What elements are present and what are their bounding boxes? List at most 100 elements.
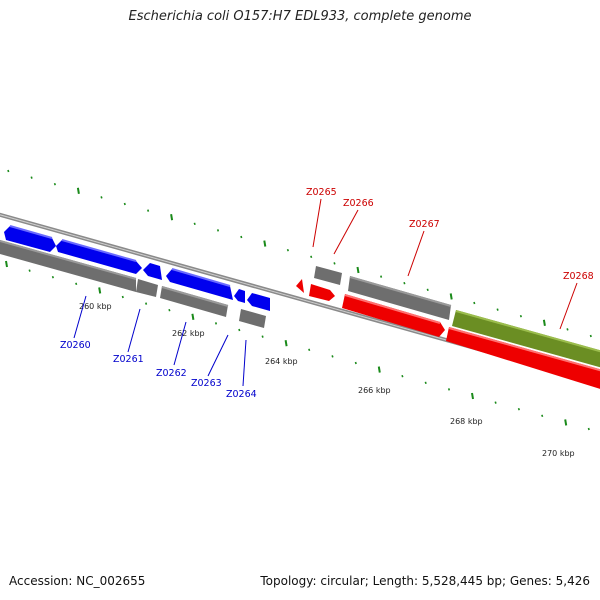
gene-highlight xyxy=(344,294,441,324)
rna-highlight xyxy=(455,310,600,353)
gene-z0262-forward[interactable] xyxy=(56,240,142,274)
cds-z0260[interactable] xyxy=(0,240,136,292)
label-z0260[interactable]: Z0260 xyxy=(60,340,91,351)
minor-tick xyxy=(193,222,196,226)
minor-tick xyxy=(541,414,544,418)
accession-text: Accession: NC_002655 xyxy=(9,574,146,588)
minor-tick xyxy=(566,328,569,331)
cds-highlight xyxy=(0,240,137,280)
label-z0262[interactable]: Z0262 xyxy=(156,368,187,379)
cds-z0266[interactable] xyxy=(348,276,451,320)
forward-gene-track xyxy=(4,225,270,311)
minor-tick xyxy=(240,235,243,239)
major-tick xyxy=(5,260,8,268)
tick-label-260: 260 kbp xyxy=(79,302,112,311)
cds-z0262[interactable] xyxy=(160,286,228,317)
label-z0264[interactable]: Z0264 xyxy=(226,389,257,400)
gene-z0268-reverse[interactable] xyxy=(446,327,600,392)
map-title: Escherichia coli O157:H7 EDL933, complet… xyxy=(128,9,472,24)
major-tick xyxy=(191,313,195,320)
leader-z0268 xyxy=(559,282,578,330)
gene-z0264b-forward[interactable] xyxy=(247,293,270,311)
gene-z0265-forward-small[interactable] xyxy=(234,289,245,303)
topology-text: Topology: circular; Length: 5,528,445 bp… xyxy=(260,574,590,588)
minor-tick xyxy=(168,308,171,312)
gene-z0266-reverse[interactable] xyxy=(309,284,335,301)
major-tick xyxy=(284,340,288,347)
minor-tick xyxy=(587,427,590,431)
major-tick xyxy=(471,392,474,400)
major-tick xyxy=(449,293,453,300)
leader-z0265 xyxy=(312,198,322,248)
tick-label-266: 266 kbp xyxy=(358,386,391,395)
minor-tick xyxy=(331,355,334,358)
minor-tick xyxy=(30,176,33,179)
tick-label-262: 262 kbp xyxy=(172,329,205,338)
gene-z0264-forward[interactable] xyxy=(166,269,233,300)
minor-tick xyxy=(216,229,220,232)
minor-tick xyxy=(123,202,126,206)
minor-tick xyxy=(145,302,148,305)
minor-tick xyxy=(238,328,241,332)
gene-z0261-forward[interactable] xyxy=(4,226,56,252)
rna-z0268[interactable] xyxy=(452,310,600,370)
major-tick xyxy=(564,419,568,426)
gene-z0267-reverse[interactable] xyxy=(342,294,445,337)
minor-tick xyxy=(121,295,124,299)
minor-tick xyxy=(426,288,429,292)
label-z0265[interactable]: Z0265 xyxy=(306,187,337,198)
reverse-cds-track xyxy=(314,266,600,370)
gene-highlight xyxy=(9,225,53,239)
cds-highlight xyxy=(349,276,452,307)
leader-z0261 xyxy=(127,308,141,353)
minor-tick xyxy=(75,282,78,286)
tick-marks-inner xyxy=(5,260,590,431)
label-z0261[interactable]: Z0261 xyxy=(113,354,144,365)
gene-highlight xyxy=(448,327,600,372)
major-tick xyxy=(542,319,546,326)
minor-tick xyxy=(100,196,103,199)
tick-label-268: 268 kbp xyxy=(450,417,483,426)
leader-z0266 xyxy=(333,209,359,255)
minor-tick xyxy=(51,275,54,279)
minor-tick xyxy=(261,335,264,338)
leader-z0260 xyxy=(73,295,87,339)
cds-z0263[interactable] xyxy=(239,309,266,328)
minor-tick xyxy=(589,334,592,338)
gene-highlight xyxy=(61,239,137,262)
forward-cds-track xyxy=(0,240,266,328)
minor-tick xyxy=(214,322,218,325)
gene-z0263-forward[interactable] xyxy=(143,263,162,280)
gene-z0265-reverse[interactable] xyxy=(296,279,304,293)
label-z0266[interactable]: Z0266 xyxy=(343,198,374,209)
forward-gene-labels: Z0260 Z0261 Z0262 Z0263 Z0264 xyxy=(60,295,257,400)
tick-marks xyxy=(7,169,592,338)
cds-z0265[interactable] xyxy=(314,266,342,285)
minor-tick xyxy=(354,361,357,365)
label-z0268[interactable]: Z0268 xyxy=(563,271,594,282)
label-z0267[interactable]: Z0267 xyxy=(409,219,440,230)
tick-label-264: 264 kbp xyxy=(265,357,298,366)
minor-tick xyxy=(517,407,520,411)
tick-labels: 260 kbp 262 kbp 264 kbp 266 kbp 268 kbp … xyxy=(79,302,575,458)
minor-tick xyxy=(28,269,31,272)
major-tick xyxy=(98,287,102,294)
leader-z0263 xyxy=(207,334,229,377)
minor-tick xyxy=(424,381,427,385)
minor-tick xyxy=(53,182,56,186)
cds-z0261[interactable] xyxy=(136,279,158,297)
minor-tick xyxy=(403,281,406,285)
minor-tick xyxy=(333,262,336,265)
major-tick xyxy=(377,366,381,373)
label-z0263[interactable]: Z0263 xyxy=(191,378,222,389)
minor-tick xyxy=(7,169,10,173)
reverse-gene-track xyxy=(296,279,600,392)
reverse-gene-labels: Z0265 Z0266 Z0267 Z0268 xyxy=(306,187,594,330)
gene-highlight xyxy=(171,268,231,287)
leader-z0264 xyxy=(242,339,247,387)
cds-highlight xyxy=(161,286,229,307)
minor-tick xyxy=(147,209,150,212)
minor-tick xyxy=(286,248,289,252)
